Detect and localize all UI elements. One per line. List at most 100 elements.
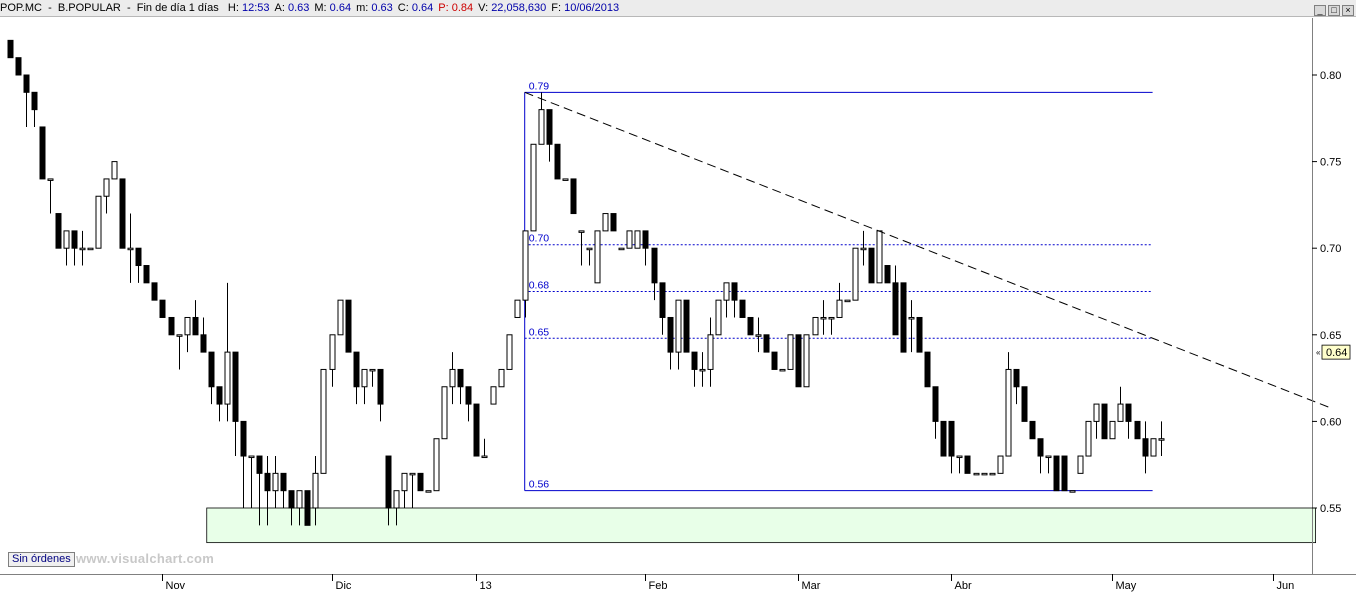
candle (312, 456, 319, 526)
candle (417, 472, 424, 492)
candle (876, 230, 883, 284)
price-fields: H: 12:53 A: 0.63 M: 0.64 m: 0.63 C: 0.64 P: 0… (222, 0, 624, 16)
candle-body (932, 386, 939, 422)
candle-body (1069, 490, 1076, 493)
candle-body (803, 334, 810, 388)
candle-body (860, 247, 867, 251)
candle-body (184, 316, 191, 336)
x-tick-label: Dic (336, 580, 352, 592)
candle (964, 455, 971, 474)
fib-level-label: 0.65 (529, 326, 550, 338)
candle (884, 265, 891, 284)
candle (586, 247, 593, 266)
candle (256, 455, 263, 526)
candle (393, 490, 400, 526)
candle (940, 420, 947, 457)
field-label: H: (227, 2, 242, 14)
candle-body (304, 490, 311, 526)
candle (675, 299, 682, 370)
candle-body (1053, 455, 1060, 492)
candle (111, 161, 118, 180)
candle (208, 351, 215, 405)
candle-body (280, 472, 287, 492)
candle (916, 316, 923, 353)
candle (908, 300, 915, 353)
candle-body (506, 334, 513, 370)
candle (409, 472, 416, 508)
orders-button[interactable]: Sin órdenes (8, 552, 75, 567)
candle-body (836, 299, 843, 318)
candle (642, 230, 649, 266)
candle-body (337, 299, 344, 336)
candle-body (522, 230, 529, 301)
candle (23, 74, 30, 127)
last-price-box (1321, 344, 1351, 360)
candle (932, 386, 939, 439)
candle (1037, 438, 1044, 474)
candle (433, 438, 440, 492)
candle (860, 230, 867, 266)
x-tick-label: Feb (649, 580, 668, 592)
candle-body (1037, 438, 1044, 457)
candle (771, 351, 778, 370)
maximize-button[interactable]: □ (1328, 5, 1340, 16)
candle-body (1125, 403, 1132, 422)
candle-body (610, 213, 617, 232)
support-zone (206, 507, 1316, 544)
candle-body (868, 247, 875, 284)
candle (31, 91, 38, 127)
candle-body (345, 299, 352, 353)
candle-body (95, 195, 102, 249)
candle (192, 300, 199, 336)
y-tick-label: 0.55 (1320, 503, 1341, 515)
candle (498, 368, 505, 388)
candle-body (594, 230, 601, 284)
candle-body (626, 230, 633, 249)
candle (1005, 352, 1012, 457)
candle (1029, 420, 1036, 440)
candle (473, 403, 480, 457)
candle-body (1005, 368, 1012, 457)
field-value: 10/06/2013 (564, 2, 620, 14)
candle-body (248, 455, 255, 459)
candle (15, 57, 22, 76)
candle (522, 230, 529, 318)
candle-body (71, 230, 78, 249)
x-tick-label: Abr (955, 580, 972, 592)
candle (1045, 455, 1052, 474)
candle-body (47, 178, 54, 181)
candle (401, 472, 408, 508)
candle-body (997, 455, 1004, 474)
candle-body (192, 316, 199, 336)
candle-body (369, 368, 376, 372)
candle (707, 317, 714, 387)
x-tick-label: 13 (480, 580, 492, 592)
candle-body (1109, 420, 1116, 440)
candle (176, 334, 183, 370)
candle (288, 490, 295, 526)
candle-body (779, 368, 786, 372)
field-value: 0.64 (329, 2, 352, 14)
candle (465, 386, 472, 422)
close-button[interactable]: × (1342, 5, 1354, 16)
candle-body (964, 455, 971, 474)
candle-body (691, 351, 698, 370)
candle-body (425, 490, 432, 493)
y-tick-label: 0.80 (1320, 70, 1341, 82)
candle (868, 247, 875, 284)
candle-body (264, 472, 271, 492)
candle-body (755, 334, 762, 337)
candle (828, 316, 835, 335)
candle-body (787, 334, 794, 370)
candle-body (465, 386, 472, 405)
candle (490, 386, 497, 405)
candle (103, 178, 110, 214)
candle (852, 247, 859, 301)
candle (779, 368, 786, 372)
minimize-button[interactable]: _ (1314, 5, 1326, 16)
candle (1117, 386, 1124, 422)
candle (554, 143, 561, 180)
candle-body (651, 247, 658, 284)
candle-body (602, 213, 609, 232)
